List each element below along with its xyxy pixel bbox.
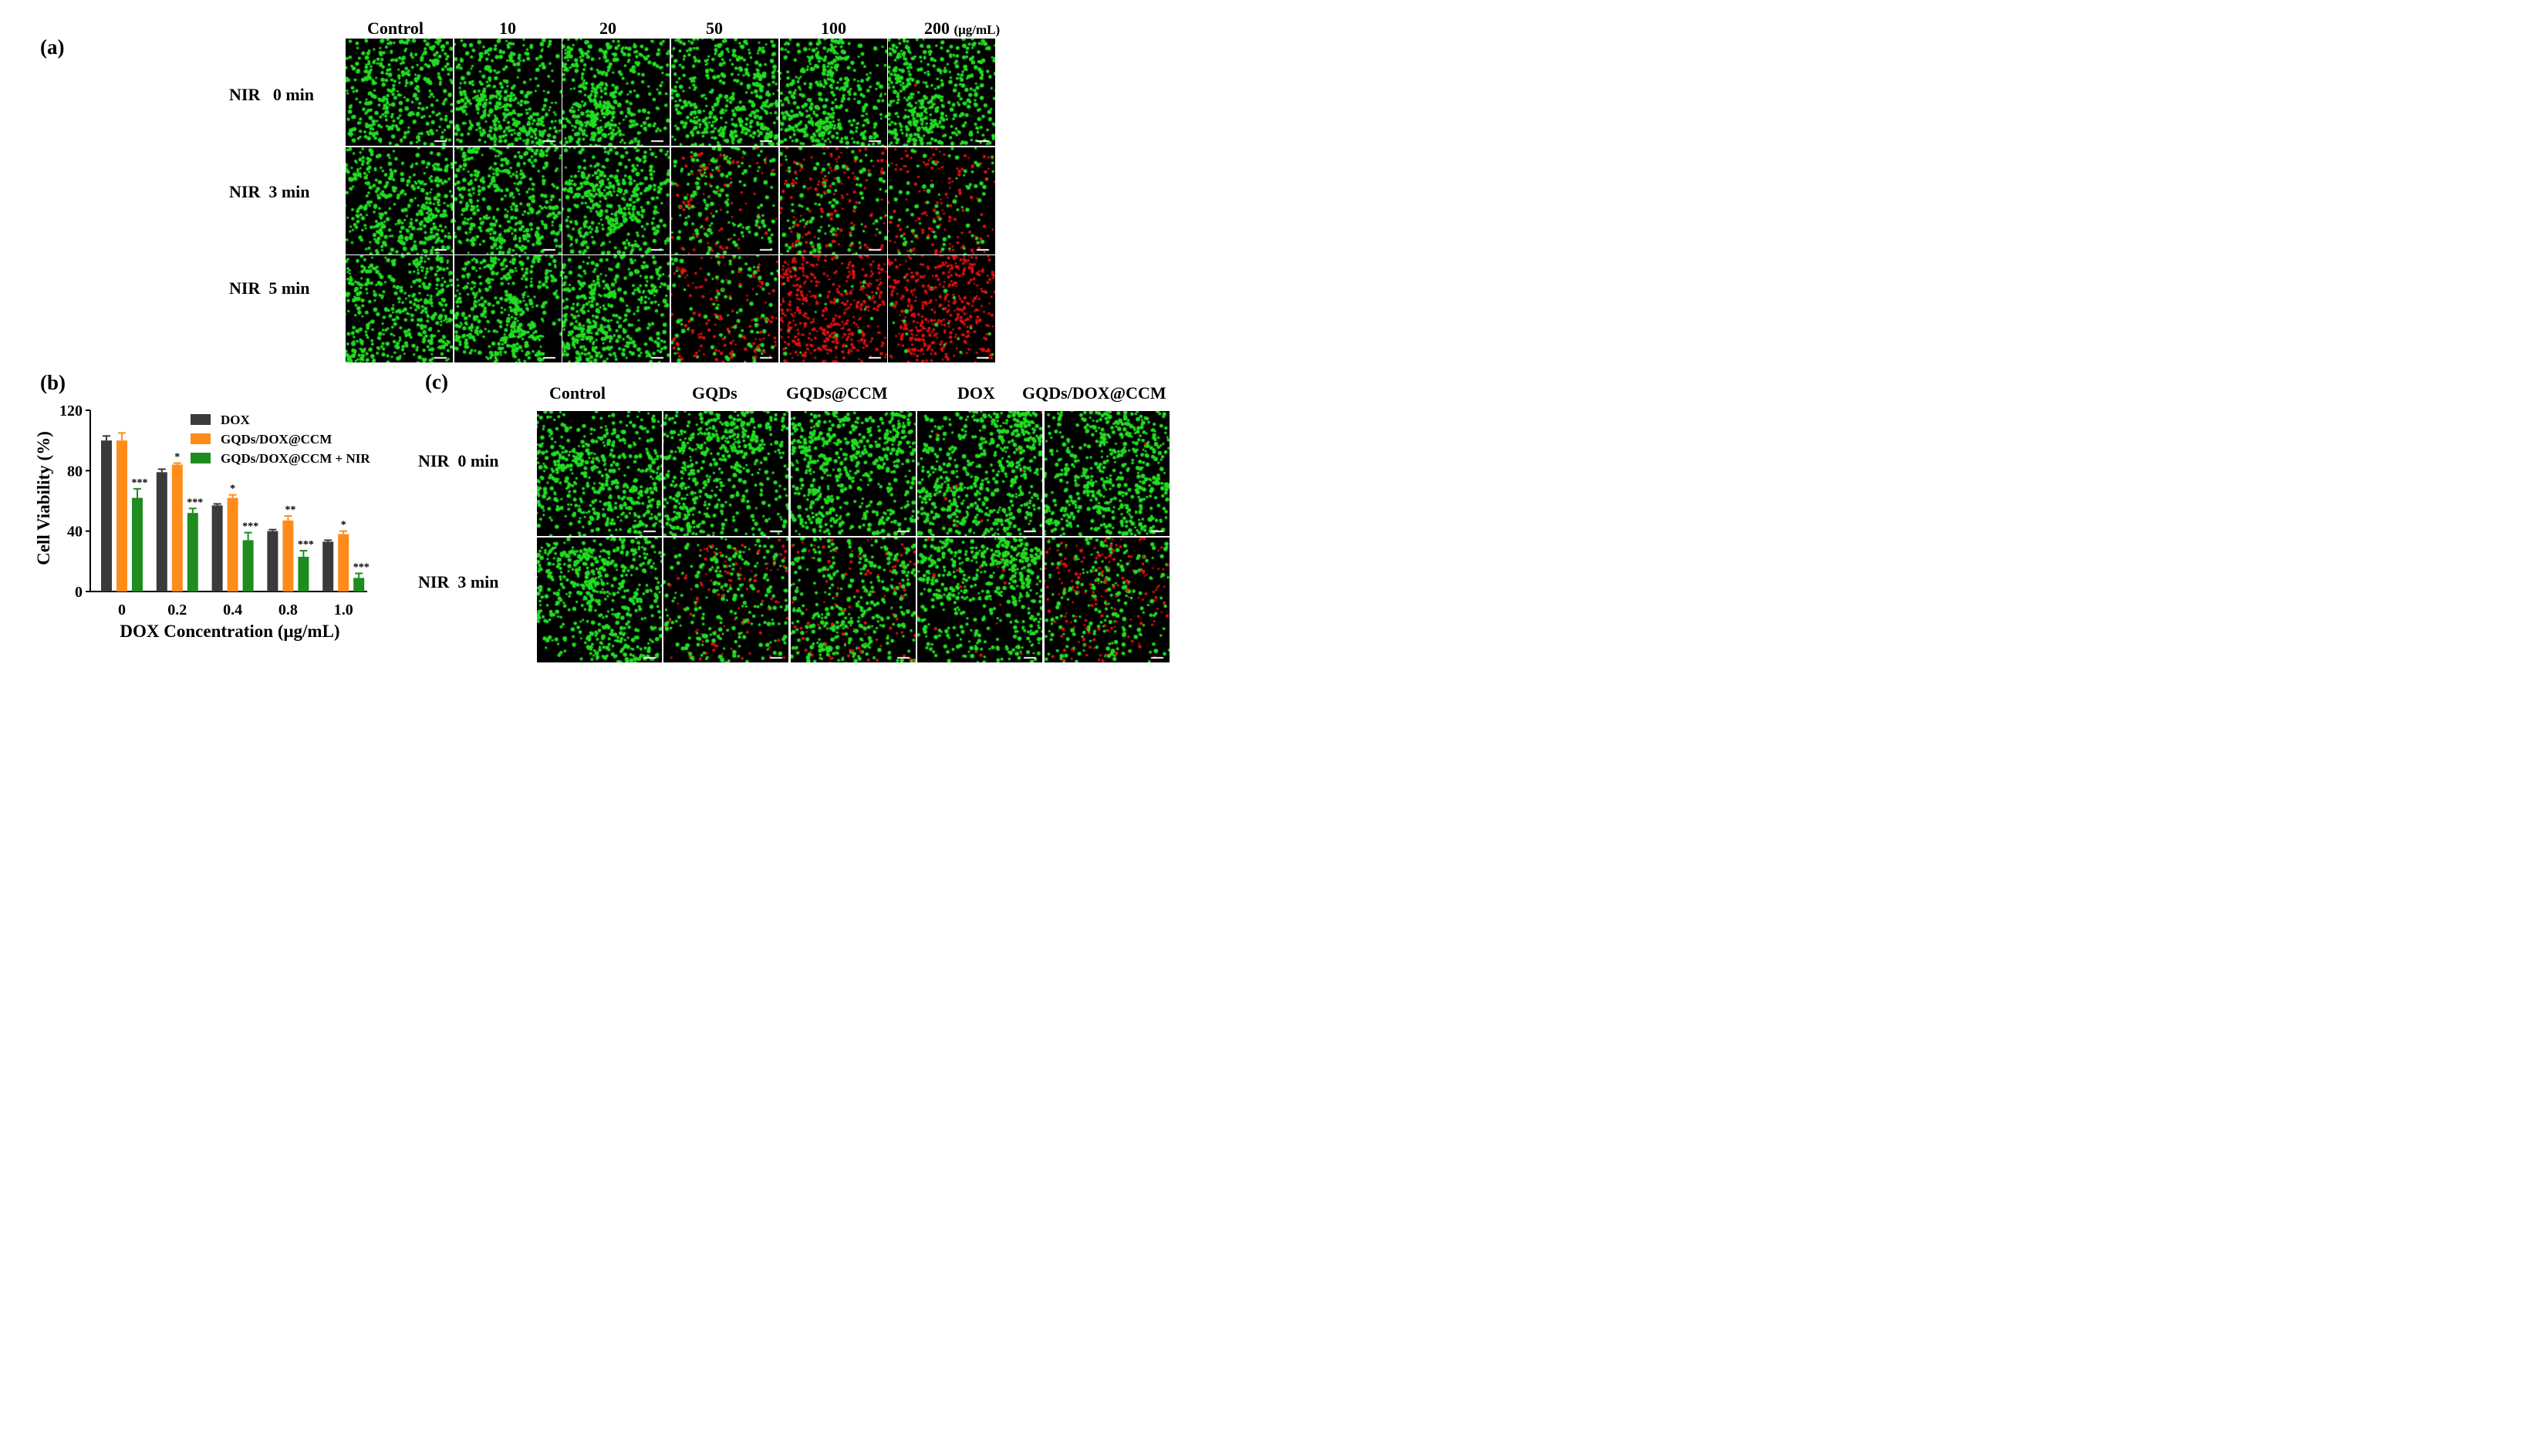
chart-bar: [282, 520, 294, 592]
chart-bar: [338, 534, 349, 592]
chart-legend-label: GQDs/DOX@CCM + NIR: [221, 451, 370, 466]
chart-x-tick-label: 0.2: [167, 602, 187, 618]
panel-c-col-header: GQDs@CCM: [786, 383, 888, 403]
panel-c-micrograph: [917, 411, 1042, 536]
panel-a-micrograph: [671, 147, 778, 254]
panel-a-micrograph: [780, 39, 887, 146]
chart-significance-label: ***: [353, 562, 370, 574]
chart-y-tick-label: 40: [67, 524, 83, 541]
panel-a-micrograph: [454, 255, 562, 362]
panel-c-micrograph: [1045, 411, 1170, 536]
chart-significance-label: ***: [132, 477, 148, 489]
panel-b-label: (b): [40, 371, 66, 394]
chart-legend: DOX GQDs/DOX@CCM GQDs/DOX@CCM + NIR: [191, 413, 370, 466]
panel-a-micrograph: [888, 39, 995, 146]
panel-a-micrograph: [346, 147, 453, 254]
panel-c-row-label: NIR 3 min: [418, 572, 499, 592]
panel-a-micrograph: [562, 39, 670, 146]
panel-c-micrograph: [537, 411, 662, 536]
chart-bar: [322, 541, 334, 592]
chart-bar: [211, 505, 223, 592]
chart-significance-label: *: [341, 520, 346, 531]
chart-significance-label: **: [285, 504, 295, 516]
chart-bar: [101, 440, 112, 592]
panel-a-col-header-value: 200: [924, 19, 950, 38]
chart-bar: [171, 464, 183, 592]
chart-bar: [298, 556, 309, 592]
panel-a-micrograph: [888, 147, 995, 254]
panel-c-micrograph: [791, 411, 916, 536]
panel-c-col-header: GQDs/DOX@CCM: [1022, 383, 1166, 403]
panel-a-micrograph: [562, 147, 670, 254]
chart-bar: [187, 513, 198, 592]
panel-a-col-header: 50: [706, 19, 723, 38]
chart-bar: [353, 578, 365, 592]
panel-a-row-label: NIR 5 min: [229, 278, 310, 298]
chart-x-axis-label: DOX Concentration (μg/mL): [120, 622, 339, 641]
panel-c-col-header: Control: [549, 383, 606, 403]
chart-legend-label: DOX: [221, 413, 251, 427]
chart-significance-label: *: [174, 452, 180, 463]
panel-a-image-grid: [346, 39, 995, 362]
chart-significance-label: ***: [242, 521, 258, 533]
chart-significance-label: *: [230, 484, 235, 495]
chart-bar: [242, 540, 254, 592]
panel-a-col-header: 200 (μg/mL): [924, 19, 1000, 39]
chart-bars: ********************: [101, 432, 370, 592]
panel-a-col-header: 100: [821, 19, 846, 38]
panel-a-micrograph: [346, 255, 453, 362]
panel-a-micrograph: [671, 255, 778, 362]
chart-legend-swatch: [191, 414, 211, 425]
chart-legend-swatch: [191, 453, 211, 463]
chart-bar: [116, 440, 127, 592]
chart-significance-label: ***: [298, 539, 314, 551]
panel-a-col-header: 20: [599, 19, 616, 38]
chart-y-axis-label: Cell Viability (%): [34, 431, 53, 565]
chart-bar: [267, 531, 278, 592]
chart-y-tick-label: 0: [75, 584, 83, 601]
chart-x-tick-label: 1.0: [334, 602, 353, 618]
panel-c-image-grid: [537, 411, 1170, 662]
panel-a-col-header: 10: [499, 19, 516, 38]
chart-x-tick-label: 0.4: [223, 602, 242, 618]
panel-a-row-label: NIR 3 min: [229, 182, 310, 201]
panel-a-micrograph: [454, 39, 562, 146]
panel-c-micrograph: [1045, 538, 1170, 662]
chart-bar: [156, 472, 167, 592]
chart-bar: [227, 497, 238, 592]
panel-c-col-header: DOX: [957, 383, 995, 403]
chart-x-tick-label: 0.8: [278, 602, 298, 618]
panel-c-micrograph: [663, 411, 788, 536]
chart-legend-label: GQDs/DOX@CCM: [221, 432, 332, 447]
chart-axes: 0 40 80 120 0 0.2 0.4 0.8 1.0: [59, 403, 367, 618]
panel-a-micrograph: [780, 255, 887, 362]
panel-a-micrograph: [562, 255, 670, 362]
panel-a-micrograph: [780, 147, 887, 254]
panel-c-micrograph: [537, 538, 662, 662]
panel-a-row-label: NIR 0 min: [229, 85, 315, 104]
panel-a-micrograph: [454, 147, 562, 254]
panel-c-label: (c): [425, 370, 448, 393]
panel-c-row-label: NIR 0 min: [418, 451, 499, 470]
panel-c-micrograph: [791, 538, 916, 662]
panel-a-unit: (μg/mL): [954, 22, 1001, 37]
panel-c-micrograph: [663, 538, 788, 662]
chart-y-tick-label: 120: [59, 403, 83, 420]
panel-c-micrograph: [917, 538, 1042, 662]
chart-y-tick-label: 80: [67, 463, 83, 480]
panel-a-col-header: Control: [367, 19, 424, 38]
panel-c-col-header: GQDs: [692, 383, 738, 403]
chart-bar: [132, 497, 143, 592]
panel-a-micrograph: [671, 39, 778, 146]
panel-a-micrograph: [346, 39, 453, 146]
panel-a-label: (a): [40, 35, 65, 59]
chart-significance-label: ***: [187, 497, 203, 508]
chart-legend-swatch: [191, 433, 211, 444]
panel-a-micrograph: [888, 255, 995, 362]
chart-x-tick-label: 0: [118, 602, 126, 618]
